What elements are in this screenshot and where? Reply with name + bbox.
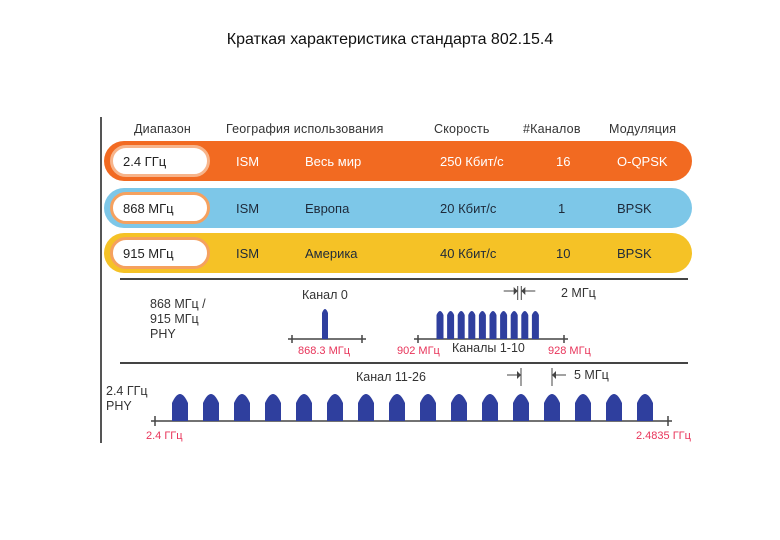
channel-pulse-2-4ghz [296,394,312,421]
phy-868-label-line2: 915 МГц [150,312,199,326]
row1-modulation: O-QPSK [617,154,668,169]
channel-pulse-2-4ghz [389,394,405,421]
end-freq-928: 928 МГц [548,345,591,357]
spacing-5mhz-arrowhead-right [552,371,556,379]
spacing-2mhz-arrowhead-left [513,287,518,295]
channel-pulse-2-4ghz [203,394,219,421]
row2-ism: ISM [236,201,260,216]
row1-speed: 250 Кбит/с [440,154,504,169]
band-pill-868mhz: 868 МГц [110,192,210,224]
start-freq-2-4: 2.4 ГГц [146,430,183,442]
band-pill-label: 915 МГц [123,245,174,261]
channel-pulse-902 [510,311,518,339]
separator-middle [120,362,688,364]
channel-pulse-2-4ghz [451,394,467,421]
channel-pulse-2-4ghz [482,394,498,421]
channel-pulse-2-4ghz [172,394,188,421]
phy-868-label: 868 МГц / 915 МГц PHY [150,297,206,342]
row2-speed: 20 Кбит/с [440,201,497,216]
row2-geo: Европа [305,201,350,216]
end-freq-2-4835: 2.4835 ГГц [636,430,691,442]
row3-geo: Америка [305,246,358,261]
row1-geo: Весь мир [305,154,362,169]
header-geography: География использования [226,122,384,136]
channel-pulse-2-4ghz [358,394,374,421]
channel-pulse-902 [447,311,455,339]
channel-pulse-902 [436,311,444,339]
phy-24-label-line2: PHY [106,399,132,413]
header-channels: #Каналов [523,122,581,136]
row3-ism: ISM [236,246,260,261]
channel-pulse-2-4ghz [265,394,281,421]
row2-modulation: BPSK [617,201,652,216]
spacing-2mhz-label: 2 МГц [561,286,596,300]
channel0-freq: 868.3 МГц [298,345,351,357]
start-freq-902: 902 МГц [397,345,440,357]
row3-channels: 10 [556,246,571,261]
header-band: Диапазон [134,122,192,136]
channel0-pulse [322,309,328,339]
header-modulation: Модуляция [609,122,677,136]
channel-pulse-2-4ghz [575,394,591,421]
phy-868-label-line3: PHY [150,327,176,341]
channel-pulse-2-4ghz [513,394,529,421]
left-border-line [100,117,102,443]
channel-pulse-2-4ghz [327,394,343,421]
spacing-5mhz-label: 5 МГц [574,368,609,382]
channel-pulse-902 [468,311,476,339]
band-pill-915mhz: 915 МГц [110,237,210,269]
channel-pulse-2-4ghz [606,394,622,421]
channel-pulse-2-4ghz [637,394,653,421]
channel-pulse-902 [500,311,508,339]
channels-1-10-label: Каналы 1-10 [452,341,525,355]
row2-channels: 1 [558,201,566,216]
spacing-5mhz-arrowhead-left [517,371,521,379]
phy-868-label-line1: 868 МГц / [150,297,206,311]
channel-pulse-2-4ghz [420,394,436,421]
channel-pulse-902 [478,311,486,339]
row1-channels: 16 [556,154,571,169]
phy-24-label-line1: 2.4 ГГц [106,384,148,398]
band-pill-label: 868 МГц [123,200,174,216]
row3-speed: 40 Кбит/с [440,246,497,261]
channel-pulse-902 [489,311,497,339]
spacing-2mhz-arrowhead-right [521,287,526,295]
header-speed: Скорость [434,122,490,136]
channel-pulse-902 [457,311,465,339]
channel-pulse-2-4ghz [234,394,250,421]
row3-modulation: BPSK [617,246,652,261]
page-title: Краткая характеристика стандарта 802.15.… [226,31,554,48]
channels-11-26-label: Канал 11-26 [356,370,426,384]
channel0-label: Канал 0 [302,288,348,302]
separator-top [120,278,688,280]
band-pill-2-4ghz: 2.4 ГГц [110,145,210,177]
channel-pulse-902 [521,311,529,339]
band-pill-label: 2.4 ГГц [123,153,167,169]
row1-ism: ISM [236,154,260,169]
phy-24-label: 2.4 ГГц PHY [106,384,148,414]
channel-pulse-2-4ghz [544,394,560,421]
channel-pulse-902 [531,311,539,339]
